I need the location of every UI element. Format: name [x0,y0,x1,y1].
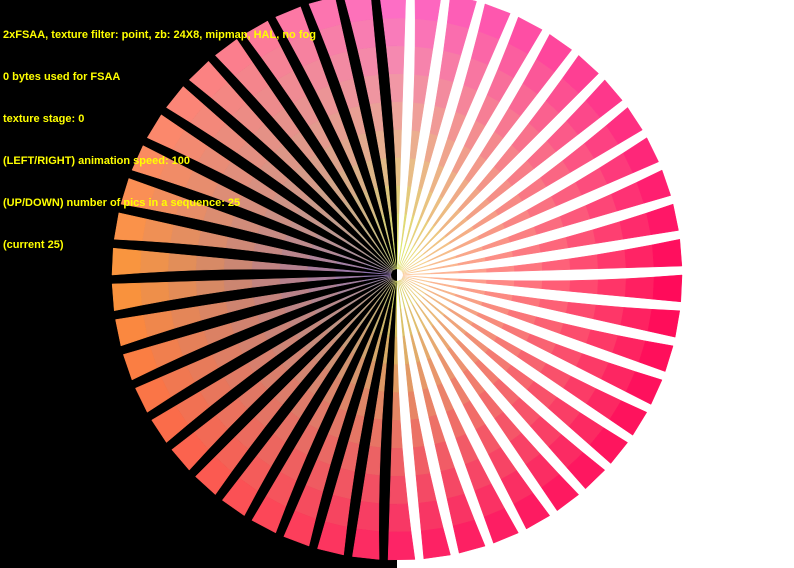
fan-blade-segment [393,365,398,393]
fan-blade-segment [112,248,141,275]
fan-blade-segment [168,253,197,271]
fan-blade-segment [383,18,405,46]
fan-blade-segment [196,256,225,270]
fan-blade-segment [392,102,403,130]
fan-blade-segment [352,529,379,560]
fan-blade-segment [388,532,415,560]
fan-blade-segment [140,251,169,273]
fan-blade-segment [379,0,406,18]
fan-blade-segment [570,280,599,294]
render-canvas [0,0,794,568]
render-viewport: 2xFSAA, texture filter: point, zb: 24X8,… [0,0,794,568]
fan-blade-segment [391,448,405,476]
fan-blade-segment [415,0,442,21]
fan-blade-segment [597,279,626,297]
fan-blade-segment [389,504,411,532]
fan-blade-segment [396,185,399,213]
fan-blade-segment [392,393,400,421]
fan-blade-segment [389,74,403,102]
fan-blade-segment [625,277,654,299]
fan-blade-segment [386,46,404,74]
fan-blade-segment [390,476,408,504]
fan-blade-segment [653,275,682,302]
fan-blade-segment [394,130,402,158]
fan-blade-segment [392,420,403,448]
fan-blade-segment [395,157,400,185]
fan-blade-segment [394,337,397,365]
